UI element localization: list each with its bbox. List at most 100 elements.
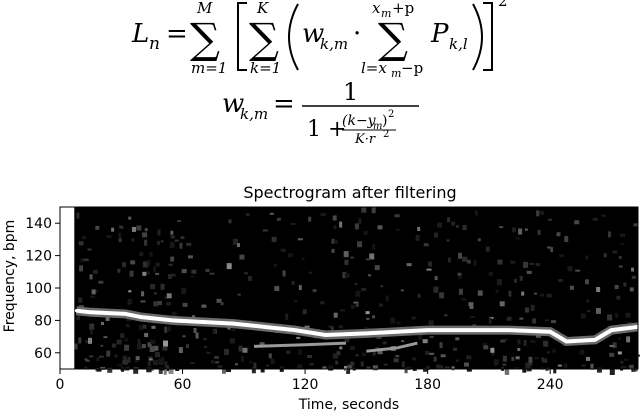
heatmap-cell [271, 236, 277, 242]
heatmap-cell [111, 343, 116, 348]
heatmap-cell [358, 218, 362, 225]
heatmap-cell [205, 268, 210, 272]
heatmap-cell [473, 259, 477, 266]
heatmap-cell [543, 340, 549, 347]
heatmap-cell [378, 303, 383, 307]
heatmap-cell [130, 260, 136, 265]
heatmap-cell [164, 296, 169, 299]
heatmap-cell [309, 363, 314, 366]
heatmap-cell [617, 351, 622, 355]
heatmap-cell [350, 361, 355, 366]
weight-def-lhs-sub: k,m [240, 105, 268, 123]
heatmap-cell [411, 316, 416, 320]
heatmap-cell [553, 368, 557, 374]
formula-lhs-sub: n [149, 34, 160, 54]
heatmap-cell [91, 289, 96, 295]
heatmap-cell [78, 241, 84, 246]
heatmap-cell [168, 263, 173, 266]
heatmap-cell [437, 222, 443, 228]
ridge-point [74, 309, 78, 313]
y-tick-label: 120 [25, 249, 52, 265]
heatmap-cell [634, 368, 638, 372]
heatmap-cell [160, 361, 164, 364]
heatmap-cell [240, 356, 244, 363]
heatmap-cell [536, 210, 540, 217]
heatmap-cell [151, 325, 156, 329]
heatmap-cell [331, 248, 335, 253]
heatmap-cell [440, 354, 446, 358]
heatmap-cell [144, 333, 149, 338]
heatmap-cell [628, 364, 634, 369]
heatmap-cell [380, 285, 384, 288]
heatmap-cell [485, 246, 490, 252]
secondary-ridge-1 [366, 341, 418, 353]
heatmap-cell [353, 301, 359, 304]
heatmap-cell [390, 317, 396, 324]
heatmap-cell [187, 255, 193, 259]
heatmap-cell [290, 222, 296, 225]
heatmap-cell [512, 227, 517, 233]
heatmap-cell [170, 235, 175, 239]
heatmap-cell [499, 226, 504, 229]
heatmap-cell [160, 240, 164, 243]
heatmap-cell [374, 265, 380, 271]
heatmap-cell [140, 300, 146, 303]
heatmap-cell [564, 236, 569, 243]
heatmap-cell [488, 271, 493, 276]
heatmap-cell [418, 333, 423, 340]
heatmap-cell [88, 337, 93, 344]
x-axis: 0 60 120 180 240 [56, 369, 564, 393]
heatmap-cell [620, 243, 624, 246]
ridge-point [89, 310, 93, 314]
heatmap-cell [637, 354, 640, 357]
heatmap-cell [226, 263, 232, 270]
heatmap-cell [276, 217, 281, 221]
heatmap-cell [308, 216, 312, 222]
heatmap-cell [190, 275, 195, 278]
inner-sum-lower: k=1 [250, 59, 281, 77]
heatmap-cell [455, 224, 459, 228]
heatmap-cell [195, 332, 199, 339]
outer-sum-lower: m=1 [191, 59, 227, 77]
outer-sum-sigma-icon: ∑ [190, 14, 220, 63]
heatmap-cell [567, 266, 573, 272]
heatmap-cell [539, 210, 545, 215]
weight-subscript: k,m [320, 35, 348, 53]
x-tick-label: 240 [537, 377, 564, 393]
heatmap-cell [607, 314, 613, 321]
formula-line-1: L n = M ∑ m=1 K ∑ k=1 w k,m · x m +p ∑ l… [131, 0, 508, 80]
heatmap-cell [141, 344, 146, 349]
ridge-point [324, 333, 328, 337]
heatmap-cell [474, 210, 478, 216]
heatmap-cell [586, 299, 590, 303]
heatmap-cell [259, 342, 265, 347]
heatmap-cell [122, 355, 127, 362]
heatmap-cell [453, 347, 458, 351]
heatmap-cell [372, 349, 376, 356]
heatmap-cell [100, 344, 104, 347]
heatmap-cell [146, 271, 151, 275]
heatmap-cell [569, 285, 574, 290]
spectrogram-chart: Spectrogram after filtering 0 60 120 180 240… [2, 183, 640, 412]
right-paren-icon [472, 3, 483, 71]
heatmap-cell [592, 217, 598, 221]
ridge-point [140, 315, 144, 319]
heatmap-cell [447, 257, 451, 263]
heatmap-cell [433, 286, 439, 293]
heatmap-cell [160, 283, 165, 290]
ridge-point [565, 339, 569, 343]
heatmap-cell [529, 262, 535, 265]
heatmap-cell [344, 273, 350, 278]
heatmap-cell [377, 348, 383, 355]
heatmap-cell [355, 290, 361, 297]
heatmap-cell [137, 339, 141, 346]
heatmap-cell [383, 363, 388, 366]
heatmap-cell [439, 292, 445, 299]
heatmap-cell [469, 315, 475, 318]
y-tick-label: 80 [34, 313, 52, 329]
heatmap-cell [366, 317, 370, 320]
blank-region [60, 207, 75, 369]
heatmap-cell [618, 337, 622, 340]
heatmap-cell [328, 325, 334, 328]
heatmap-cell [168, 368, 174, 374]
